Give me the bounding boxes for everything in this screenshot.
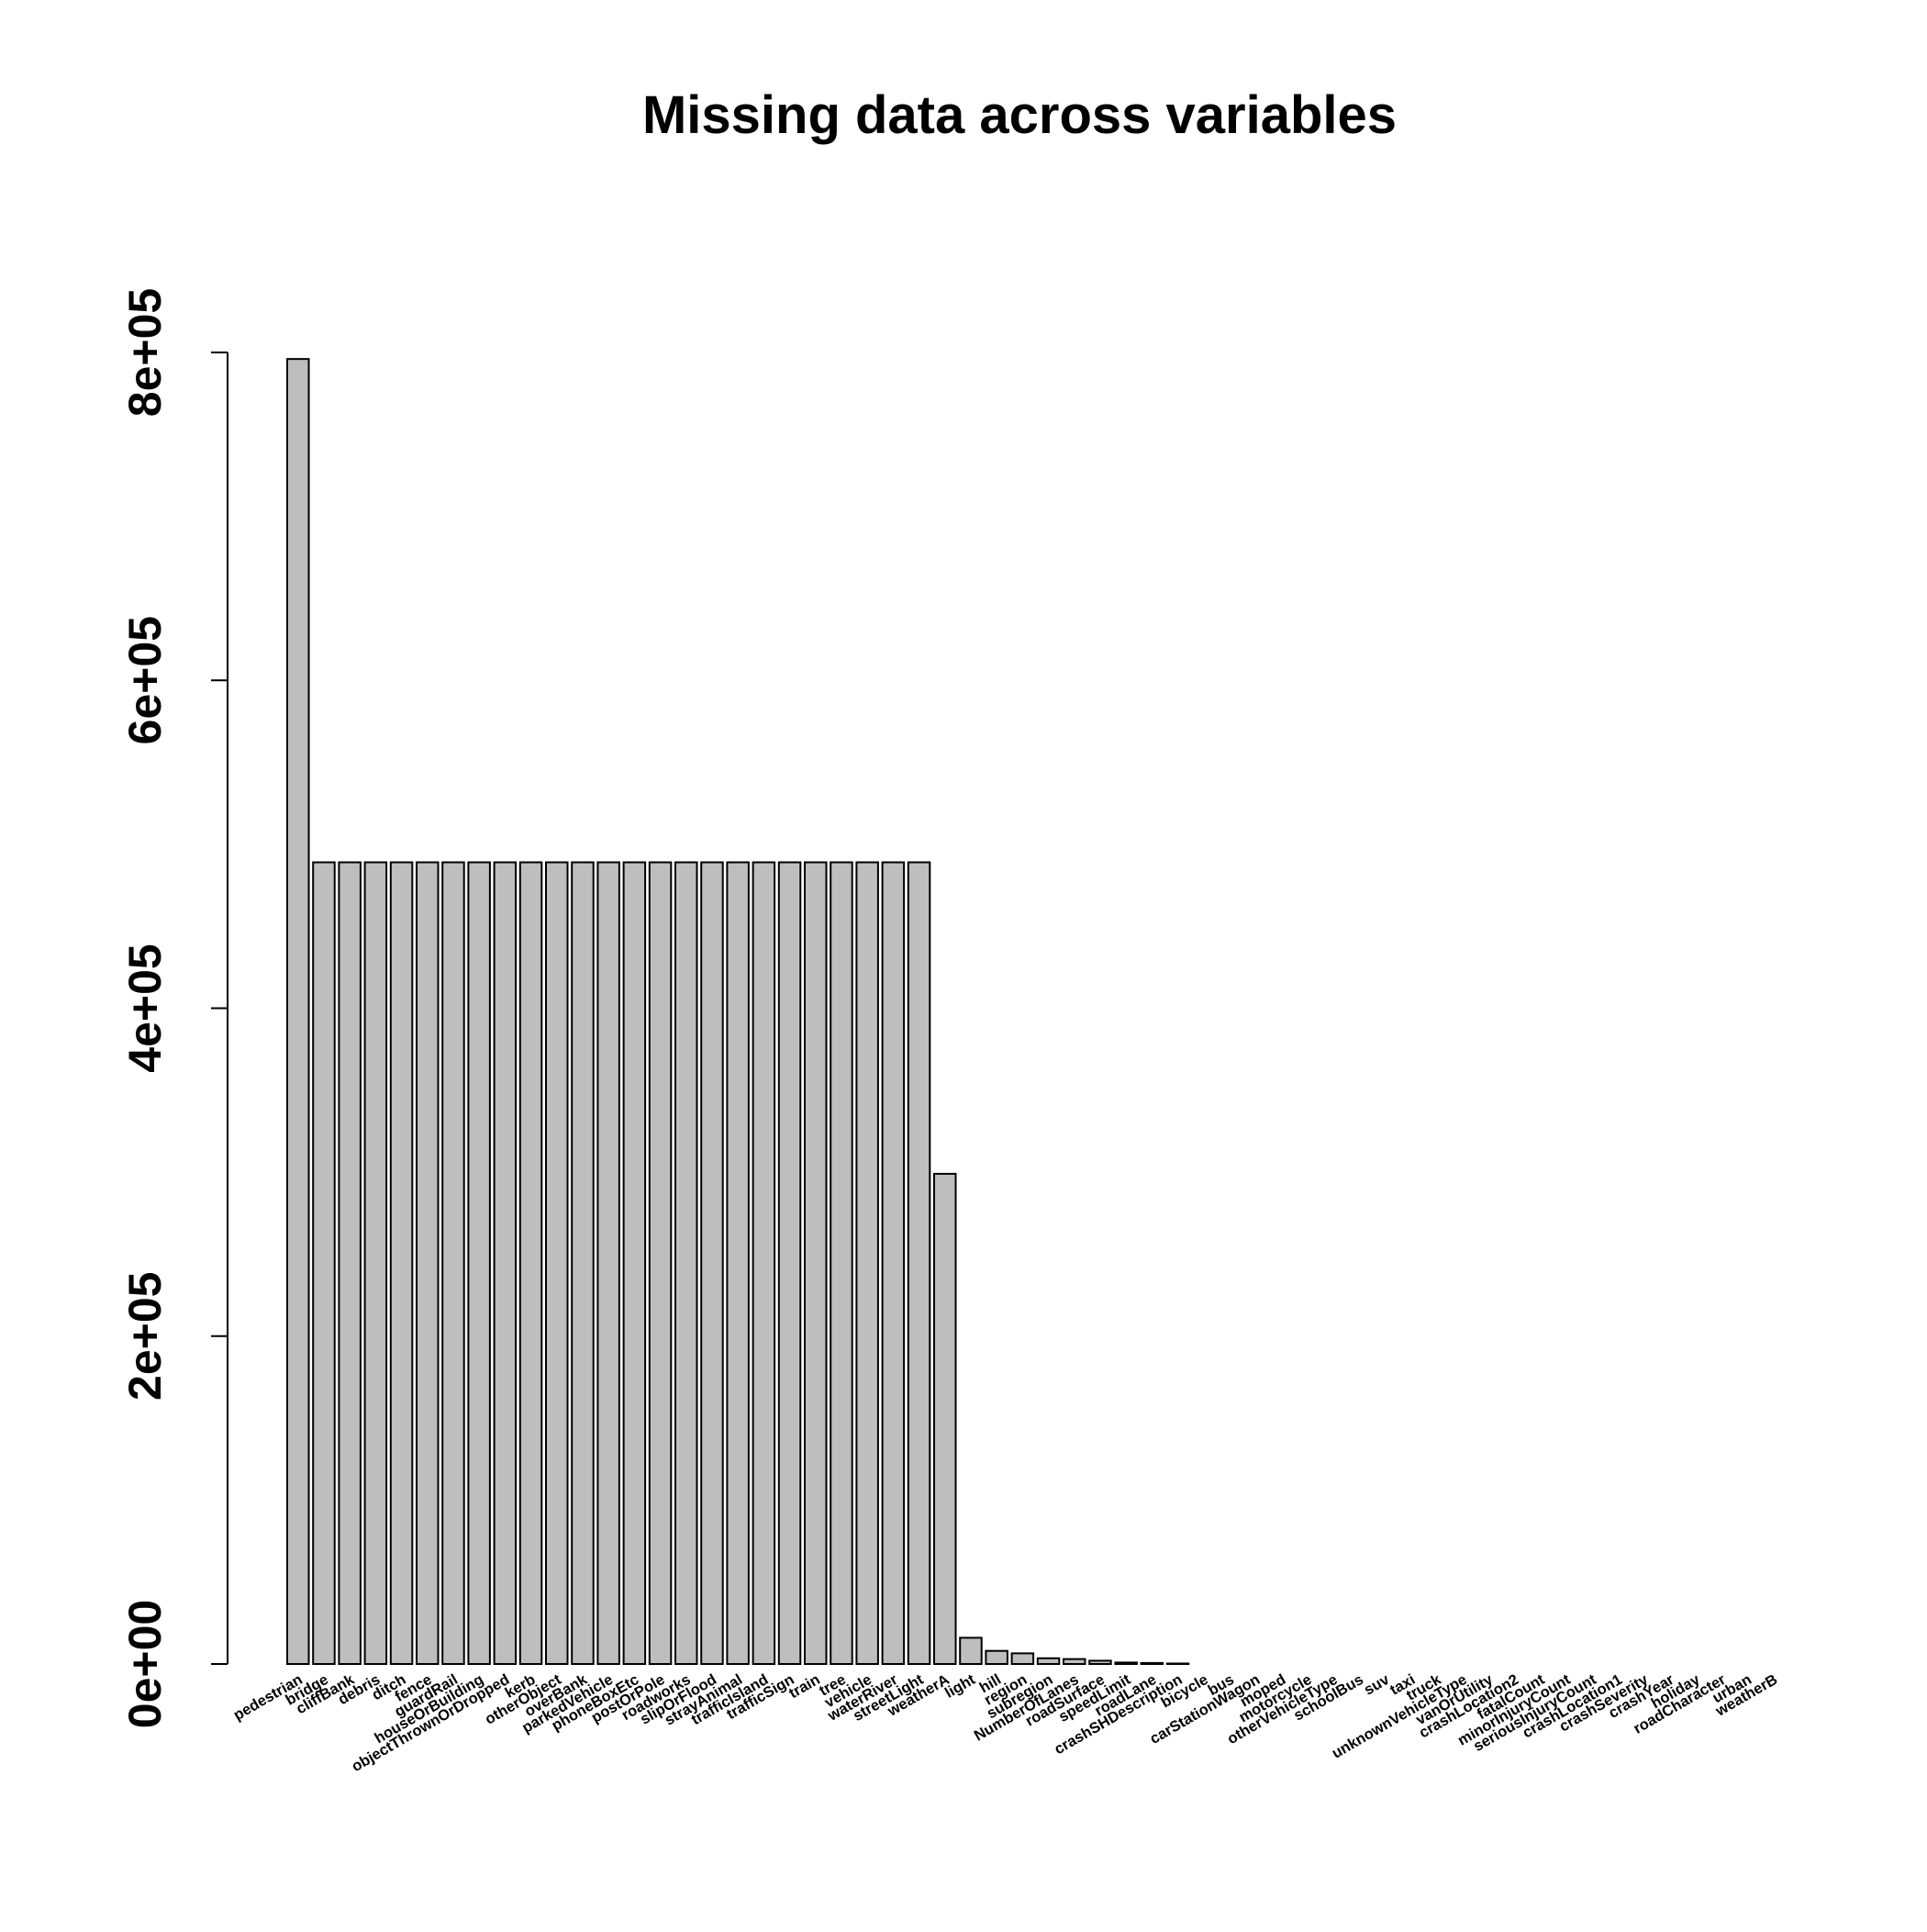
bar — [1088, 1659, 1112, 1665]
bar — [752, 861, 776, 1665]
bar — [830, 861, 853, 1665]
bar — [596, 861, 620, 1665]
bar — [726, 861, 750, 1665]
bar — [1140, 1661, 1164, 1665]
bar — [312, 861, 336, 1665]
bar — [1165, 1662, 1190, 1665]
bar — [648, 861, 673, 1665]
bar — [700, 861, 724, 1665]
bar — [389, 861, 414, 1665]
bar — [441, 861, 465, 1665]
y-tick-label: 8e+05 — [119, 288, 171, 417]
bar — [571, 861, 595, 1665]
chart-title: Missing data across variables — [642, 85, 1397, 145]
bar — [1036, 1657, 1061, 1666]
bar — [881, 861, 906, 1665]
bar — [518, 861, 543, 1665]
bars — [286, 358, 1190, 1666]
bar — [363, 861, 388, 1665]
bar — [855, 861, 879, 1665]
y-tick-label: 6e+05 — [119, 616, 171, 744]
bar — [1063, 1658, 1086, 1665]
bar — [985, 1649, 1008, 1665]
bar — [1010, 1652, 1035, 1666]
bar — [804, 861, 828, 1665]
bar — [416, 861, 440, 1665]
y-tick-label: 2e+05 — [119, 1272, 171, 1401]
bar — [933, 1172, 957, 1665]
bar — [493, 861, 518, 1665]
y-tick-label: 0e+00 — [119, 1600, 171, 1728]
bar — [907, 861, 931, 1665]
bar — [959, 1636, 983, 1666]
bar — [467, 861, 491, 1665]
bar — [286, 358, 310, 1665]
bar — [777, 861, 802, 1665]
bar — [674, 861, 698, 1665]
y-tick-label: 4e+05 — [119, 944, 171, 1072]
bar — [622, 861, 647, 1665]
bar — [1114, 1661, 1138, 1665]
bar — [545, 861, 569, 1665]
bar — [338, 861, 362, 1665]
y-axis: 0e+00 2e+05 4e+05 6e+05 8e+05 — [119, 288, 228, 1728]
